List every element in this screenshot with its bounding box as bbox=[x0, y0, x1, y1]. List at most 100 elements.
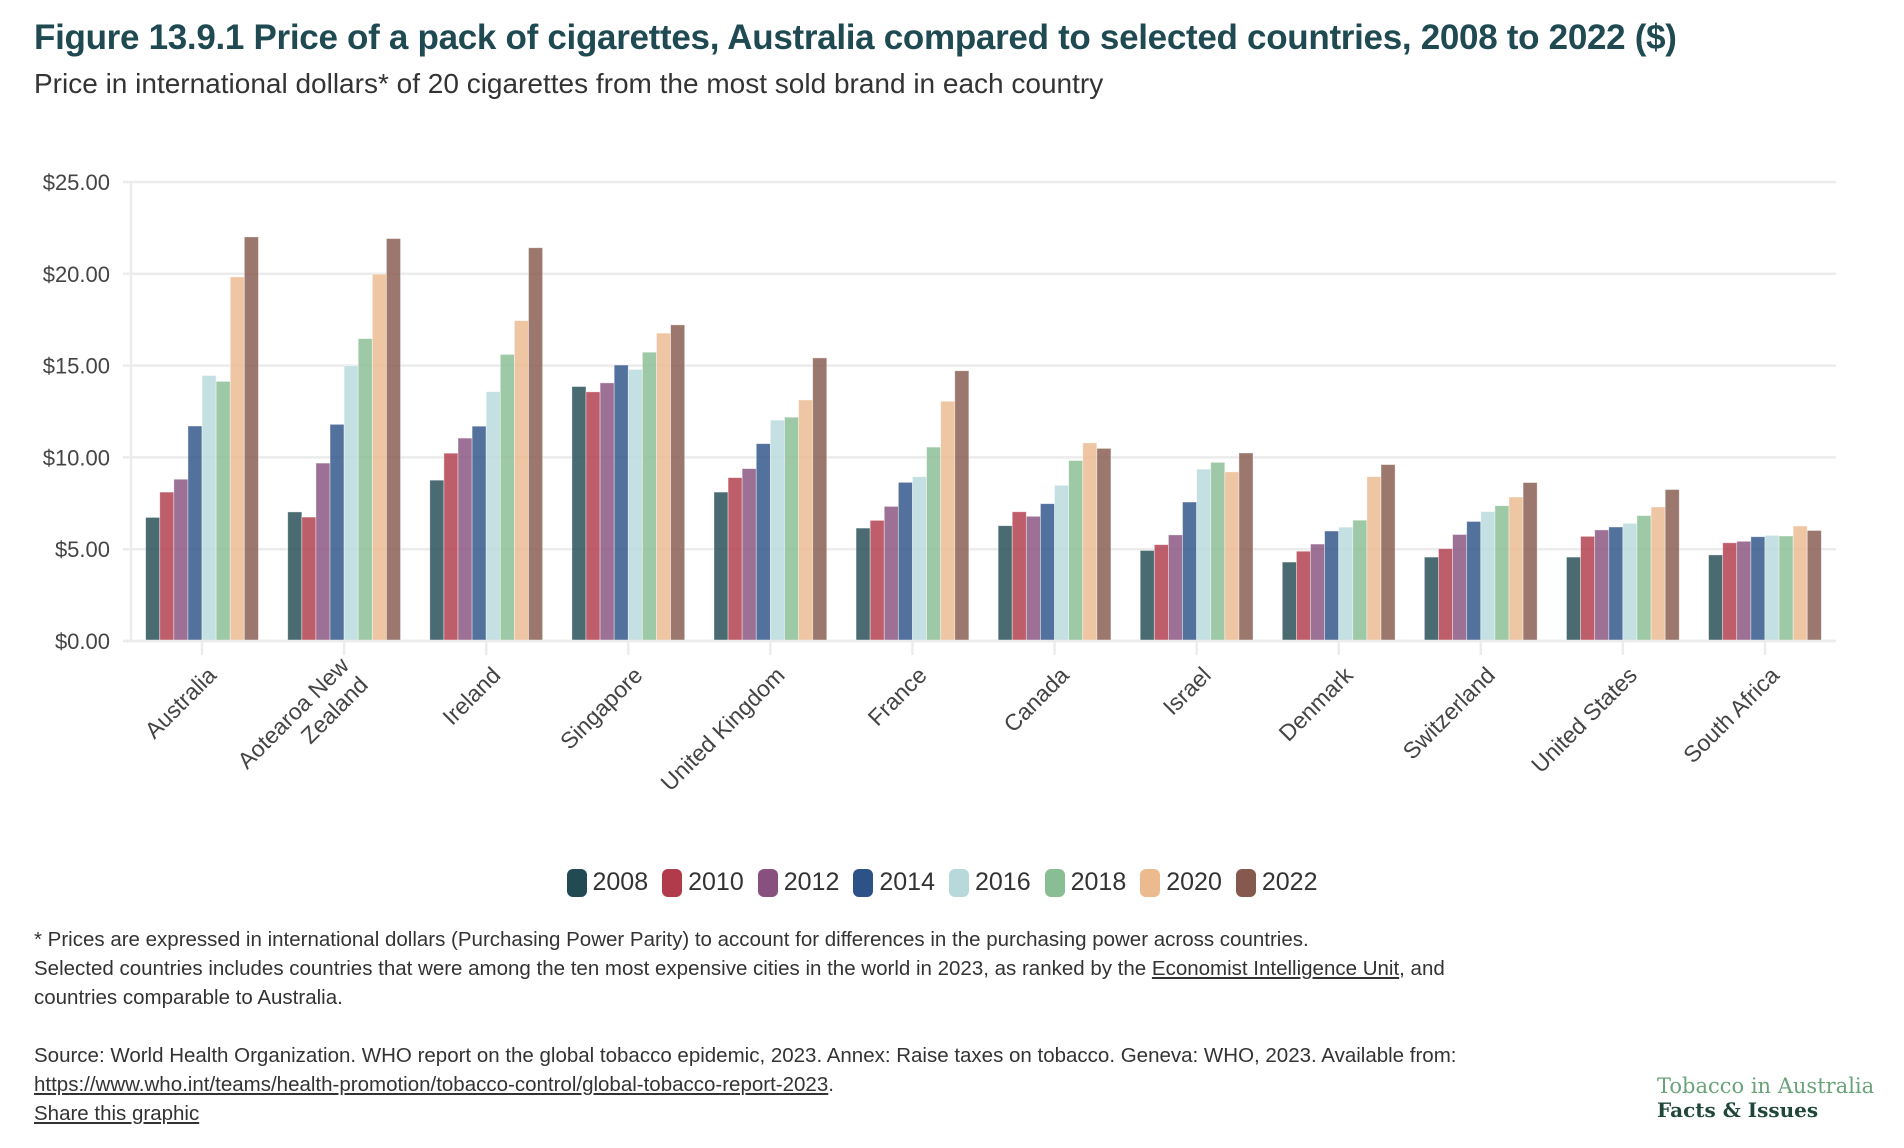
bar-united-states-2020[interactable] bbox=[1650, 506, 1666, 642]
bar-aotearoa-new-zealand-2012[interactable] bbox=[315, 462, 331, 642]
bar-united-kingdom-2008[interactable] bbox=[713, 491, 729, 642]
bar-south-africa-2014[interactable] bbox=[1750, 536, 1766, 642]
legend-item-2012[interactable]: 2012 bbox=[757, 868, 839, 897]
bar-israel-2020[interactable] bbox=[1224, 471, 1240, 642]
bar-aotearoa-new-zealand-2014[interactable] bbox=[329, 423, 345, 642]
legend-item-2020[interactable]: 2020 bbox=[1140, 868, 1222, 897]
bar-israel-2012[interactable] bbox=[1168, 534, 1183, 642]
bar-australia-2022[interactable] bbox=[243, 236, 259, 642]
bar-canada-2012[interactable] bbox=[1025, 515, 1041, 642]
bar-canada-2014[interactable] bbox=[1040, 503, 1055, 642]
bar-aotearoa-new-zealand-2016[interactable] bbox=[343, 365, 359, 642]
bar-canada-2010[interactable] bbox=[1011, 511, 1027, 642]
bar-south-africa-2012[interactable] bbox=[1736, 540, 1752, 642]
bar-denmark-2016[interactable] bbox=[1338, 526, 1354, 642]
bar-united-states-2014[interactable] bbox=[1608, 526, 1624, 642]
bar-south-africa-2020[interactable] bbox=[1792, 525, 1808, 642]
bar-australia-2008[interactable] bbox=[145, 517, 161, 642]
legend-item-2018[interactable]: 2018 bbox=[1044, 868, 1126, 897]
bar-australia-2014[interactable] bbox=[187, 425, 203, 642]
bar-denmark-2008[interactable] bbox=[1281, 561, 1297, 642]
bar-ireland-2018[interactable] bbox=[499, 354, 515, 642]
bar-australia-2012[interactable] bbox=[173, 478, 189, 642]
bar-canada-2016[interactable] bbox=[1054, 484, 1070, 642]
bar-ireland-2020[interactable] bbox=[514, 320, 529, 642]
share-graphic-link[interactable]: Share this graphic bbox=[34, 1102, 200, 1125]
bar-united-states-2010[interactable] bbox=[1580, 535, 1596, 642]
bar-switzerland-2012[interactable] bbox=[1452, 534, 1468, 642]
bar-denmark-2012[interactable] bbox=[1310, 543, 1326, 642]
bar-united-kingdom-2020[interactable] bbox=[798, 399, 814, 642]
bar-aotearoa-new-zealand-2022[interactable] bbox=[386, 238, 401, 642]
who-report-link[interactable]: https://www.who.int/teams/health-promoti… bbox=[34, 1073, 829, 1096]
bar-south-africa-2008[interactable] bbox=[1708, 554, 1724, 642]
bar-switzerland-2022[interactable] bbox=[1522, 482, 1538, 642]
bar-canada-2020[interactable] bbox=[1082, 442, 1098, 642]
bar-aotearoa-new-zealand-2010[interactable] bbox=[301, 516, 317, 642]
bar-france-2008[interactable] bbox=[855, 527, 871, 642]
bar-ireland-2014[interactable] bbox=[471, 425, 487, 642]
bar-united-states-2018[interactable] bbox=[1636, 515, 1652, 642]
legend-item-2022[interactable]: 2022 bbox=[1235, 868, 1318, 897]
legend-item-2010[interactable]: 2010 bbox=[662, 868, 744, 897]
bar-france-2010[interactable] bbox=[869, 519, 885, 642]
bar-denmark-2010[interactable] bbox=[1296, 550, 1311, 642]
bar-australia-2018[interactable] bbox=[215, 380, 231, 642]
legend-item-2016[interactable]: 2016 bbox=[949, 868, 1031, 897]
bar-france-2022[interactable] bbox=[954, 370, 970, 642]
bar-switzerland-2008[interactable] bbox=[1423, 556, 1439, 642]
bar-united-kingdom-2014[interactable] bbox=[755, 443, 771, 642]
bar-israel-2022[interactable] bbox=[1238, 452, 1254, 642]
bar-switzerland-2014[interactable] bbox=[1466, 521, 1482, 642]
bar-denmark-2020[interactable] bbox=[1366, 476, 1382, 642]
bar-singapore-2010[interactable] bbox=[585, 391, 601, 642]
bar-united-kingdom-2016[interactable] bbox=[769, 419, 785, 642]
bar-united-states-2022[interactable] bbox=[1664, 489, 1680, 642]
bar-france-2020[interactable] bbox=[940, 400, 956, 642]
bar-france-2012[interactable] bbox=[883, 506, 899, 642]
bar-switzerland-2018[interactable] bbox=[1494, 505, 1510, 642]
bar-australia-2020[interactable] bbox=[229, 276, 245, 642]
bar-south-africa-2018[interactable] bbox=[1778, 535, 1794, 642]
bar-united-states-2008[interactable] bbox=[1566, 556, 1581, 642]
bar-south-africa-2022[interactable] bbox=[1806, 530, 1822, 642]
legend-item-2008[interactable]: 2008 bbox=[566, 868, 648, 897]
bar-canada-2018[interactable] bbox=[1068, 460, 1084, 642]
bar-denmark-2018[interactable] bbox=[1352, 519, 1368, 642]
bar-israel-2014[interactable] bbox=[1182, 501, 1198, 642]
bar-aotearoa-new-zealand-2008[interactable] bbox=[287, 511, 303, 642]
bar-singapore-2016[interactable] bbox=[627, 369, 643, 642]
bar-israel-2010[interactable] bbox=[1153, 544, 1169, 642]
bar-singapore-2018[interactable] bbox=[641, 351, 657, 642]
bar-france-2018[interactable] bbox=[926, 446, 942, 642]
brand-logo[interactable]: Tobacco in Australia Facts & Issues bbox=[1657, 1074, 1874, 1122]
bar-france-2014[interactable] bbox=[897, 481, 913, 642]
bar-israel-2018[interactable] bbox=[1210, 461, 1226, 642]
bar-united-kingdom-2018[interactable] bbox=[784, 416, 799, 642]
bar-united-states-2016[interactable] bbox=[1622, 522, 1638, 642]
bar-ireland-2010[interactable] bbox=[443, 452, 459, 642]
bar-ireland-2016[interactable] bbox=[485, 391, 501, 642]
bar-south-africa-2016[interactable] bbox=[1764, 535, 1780, 642]
bar-united-kingdom-2010[interactable] bbox=[727, 477, 743, 642]
bar-aotearoa-new-zealand-2020[interactable] bbox=[371, 273, 387, 642]
bar-ireland-2022[interactable] bbox=[528, 247, 544, 642]
bar-singapore-2014[interactable] bbox=[613, 364, 629, 642]
bar-israel-2008[interactable] bbox=[1139, 550, 1155, 642]
bar-singapore-2012[interactable] bbox=[599, 382, 615, 642]
economist-intelligence-unit-link[interactable]: Economist Intelligence Unit bbox=[1151, 957, 1400, 980]
bar-south-africa-2010[interactable] bbox=[1722, 542, 1738, 642]
bar-denmark-2022[interactable] bbox=[1380, 464, 1396, 642]
bar-ireland-2008[interactable] bbox=[429, 479, 445, 642]
bar-switzerland-2020[interactable] bbox=[1508, 496, 1524, 642]
bar-switzerland-2016[interactable] bbox=[1480, 511, 1496, 642]
bar-singapore-2008[interactable] bbox=[571, 386, 587, 642]
bar-united-kingdom-2022[interactable] bbox=[812, 357, 828, 642]
bar-australia-2016[interactable] bbox=[201, 375, 217, 642]
bar-singapore-2020[interactable] bbox=[656, 332, 671, 642]
bar-denmark-2014[interactable] bbox=[1324, 530, 1340, 642]
bar-israel-2016[interactable] bbox=[1196, 468, 1212, 642]
legend-item-2014[interactable]: 2014 bbox=[853, 868, 935, 897]
bar-united-kingdom-2012[interactable] bbox=[741, 468, 757, 642]
bar-united-states-2012[interactable] bbox=[1594, 529, 1610, 642]
